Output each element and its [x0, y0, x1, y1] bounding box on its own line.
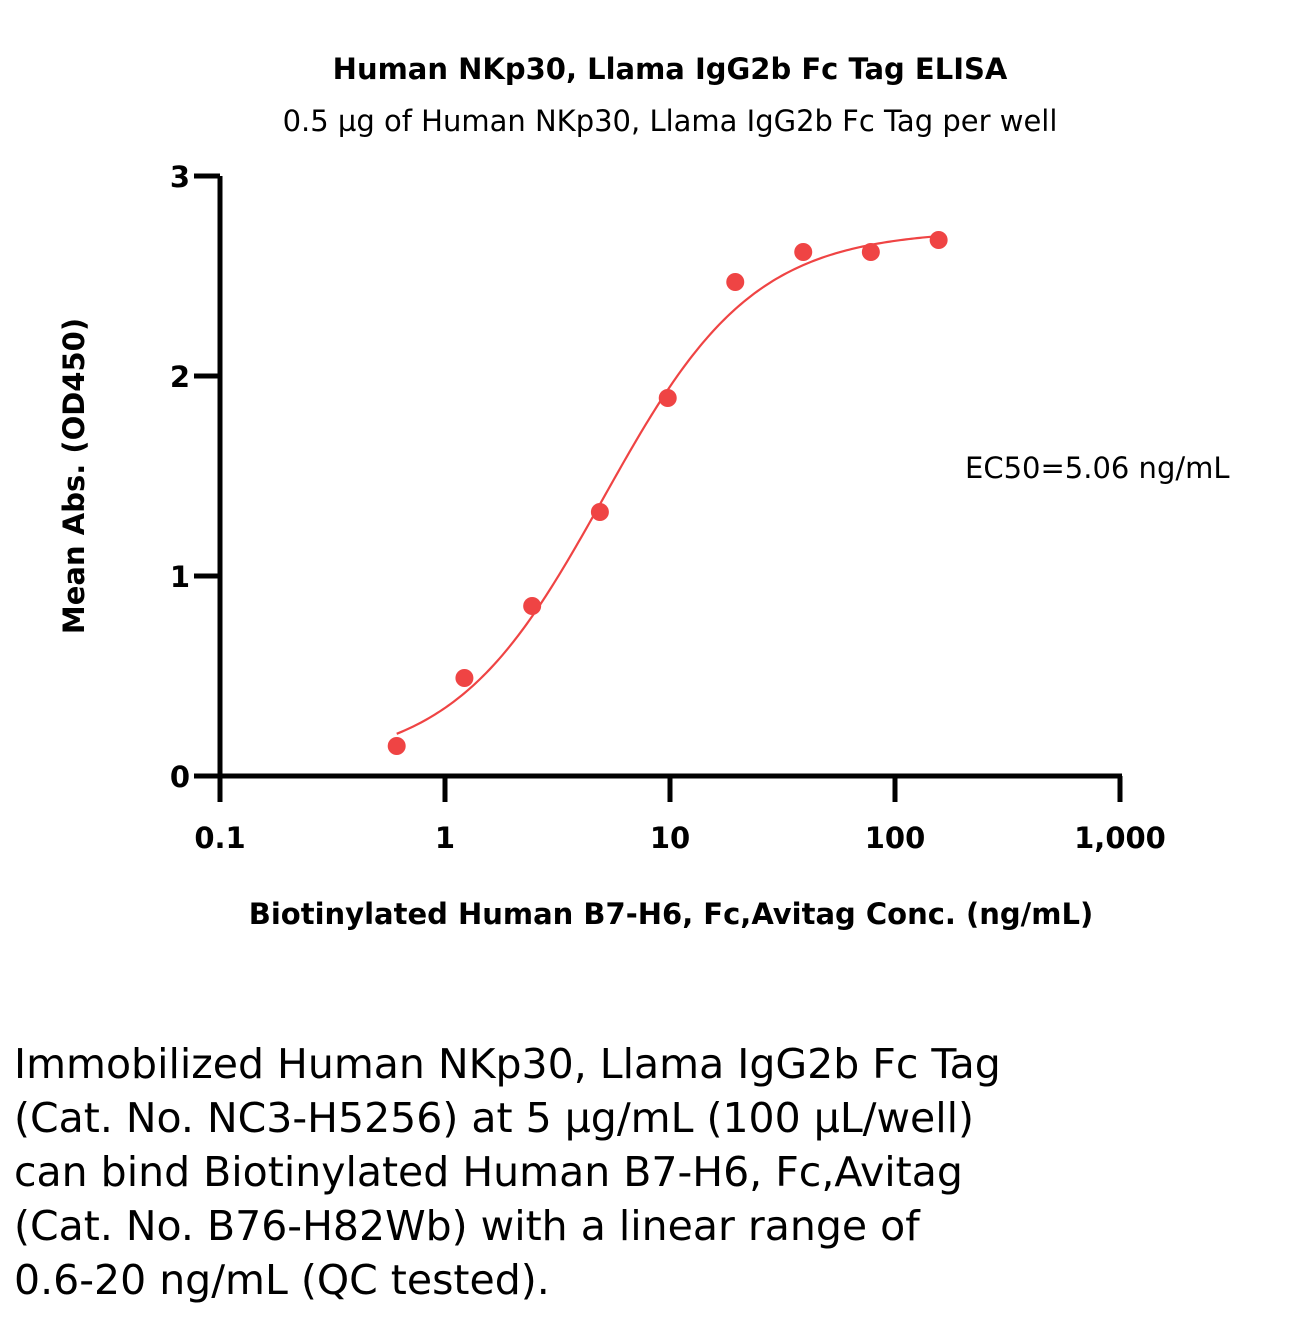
y-tick-label: 3 [170, 160, 190, 194]
y-tick-label: 0 [170, 760, 190, 794]
figure-caption: Immobilized Human NKp30, Llama IgG2b Fc … [14, 1037, 1284, 1307]
data-point [861, 243, 880, 261]
x-axis: 0.1 1 10 100 1,000 [194, 773, 1166, 855]
data-point [455, 669, 474, 687]
fit-curve [396, 235, 939, 735]
y-axis: 0 1 2 3 [170, 160, 223, 794]
data-point [387, 737, 406, 755]
caption-line: (Cat. No. NC3-H5256) at 5 µg/mL (100 µL/… [14, 1094, 975, 1142]
data-point [590, 503, 609, 521]
x-axis-label: Biotinylated Human B7-H6, Fc,Avitag Conc… [249, 897, 1093, 931]
ec50-annotation: EC50=5.06 ng/mL [965, 451, 1230, 485]
x-tick-label: 100 [865, 821, 926, 855]
elisa-chart: Human NKp30, Llama IgG2b Fc Tag ELISA 0.… [57, 52, 1230, 931]
x-tick-label: 0.1 [194, 821, 245, 855]
y-axis-label: Mean Abs. (OD450) [57, 318, 91, 634]
caption-line: (Cat. No. B76-H82Wb) with a linear range… [14, 1202, 920, 1250]
data-point [658, 389, 677, 407]
data-point [726, 273, 745, 291]
data-point [794, 243, 813, 261]
y-tick-label: 2 [170, 360, 190, 394]
data-points [387, 231, 948, 755]
y-tick-label: 1 [170, 560, 190, 594]
x-tick-label: 1,000 [1074, 821, 1166, 855]
caption-line: 0.6-20 ng/mL (QC tested). [14, 1256, 550, 1304]
chart-title: Human NKp30, Llama IgG2b Fc Tag ELISA [333, 52, 1008, 86]
data-point [929, 231, 948, 249]
data-point [523, 597, 542, 615]
caption-line: Immobilized Human NKp30, Llama IgG2b Fc … [14, 1040, 1001, 1088]
chart-subtitle: 0.5 µg of Human NKp30, Llama IgG2b Fc Ta… [283, 104, 1058, 138]
caption-line: can bind Biotinylated Human B7-H6, Fc,Av… [14, 1148, 963, 1196]
x-tick-label: 1 [435, 821, 455, 855]
x-tick-label: 10 [650, 821, 690, 855]
